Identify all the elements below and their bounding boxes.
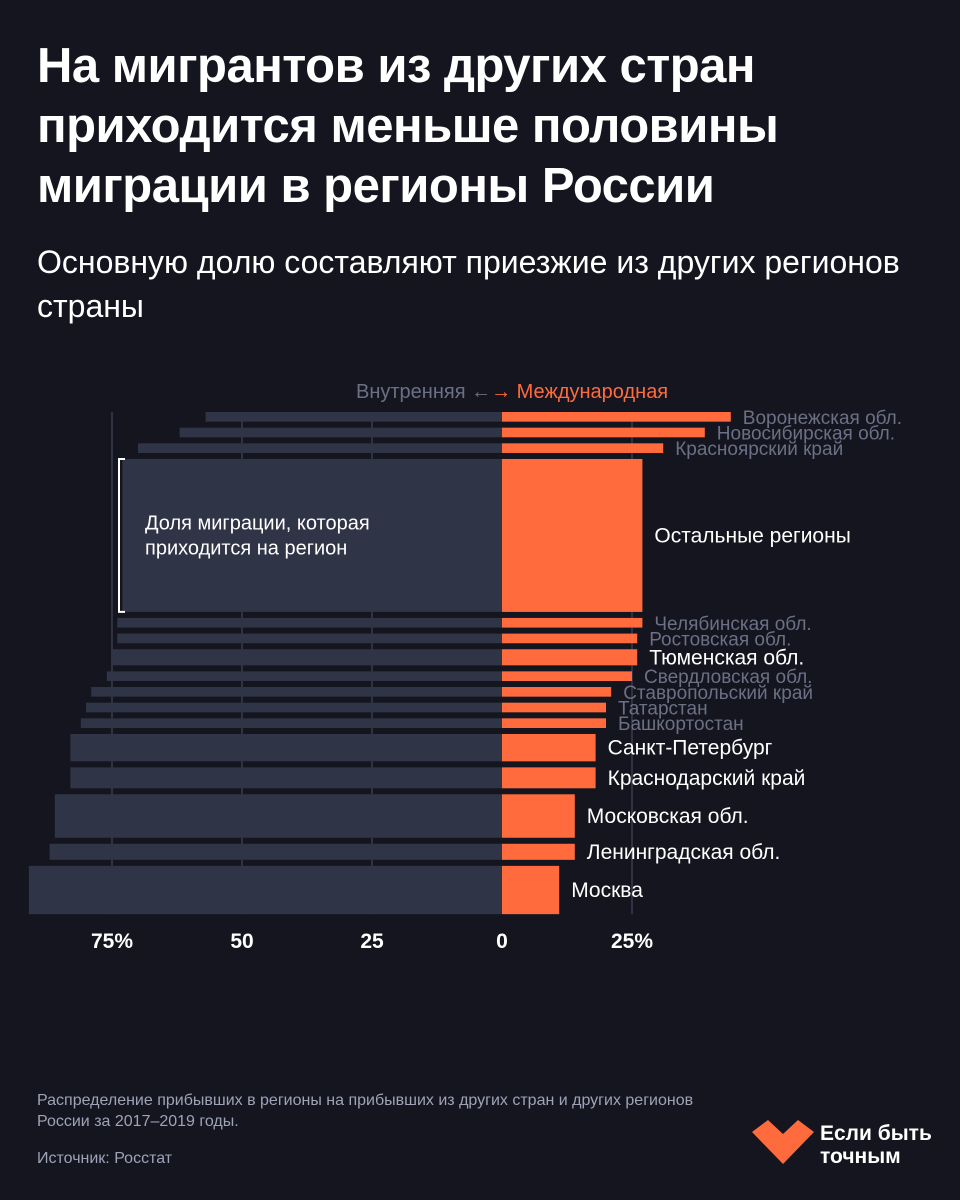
bar-internal: [117, 633, 502, 644]
region-label: Московская обл.: [587, 805, 749, 828]
legend-arrow-left-icon: ←: [471, 381, 491, 403]
region-label: Москва: [571, 879, 643, 902]
bar-internal: [205, 412, 502, 422]
annotation-text-line-2: приходится на регион: [145, 537, 347, 559]
bar-internal: [106, 671, 503, 682]
region-label: Новосибирская обл.: [717, 423, 895, 444]
x-tick-label: 0: [496, 930, 508, 953]
bar-internal: [122, 458, 503, 612]
bar-international: [502, 687, 612, 697]
bar-internal: [70, 767, 503, 789]
region-label: Санкт-Петербург: [608, 737, 773, 760]
x-tick-label: 25%: [611, 930, 653, 953]
region-label: Красноярский край: [675, 439, 843, 460]
region-label: Челябинская обл.: [654, 614, 811, 635]
bar-internal: [54, 794, 503, 838]
region-label: Башкортостан: [618, 714, 744, 735]
chart-legend: Внутренняя ←→ Международная: [356, 381, 668, 403]
bar-international: [502, 718, 606, 728]
region-label: Краснодарский край: [608, 767, 806, 790]
bar-international: [502, 733, 596, 762]
region-label: Воронежская обл.: [743, 408, 902, 429]
bar-internal: [112, 649, 502, 666]
x-tick-label: 75%: [91, 930, 133, 953]
brand-logo-icon: [752, 1120, 814, 1164]
bar-internal: [179, 427, 502, 438]
bar-international: [502, 443, 664, 453]
bar-international: [502, 767, 596, 789]
bar-international: [502, 649, 638, 666]
bar-international: [502, 794, 575, 838]
x-tick-label: 25: [360, 930, 384, 953]
bar-international: [502, 617, 643, 628]
source-credit: Источник: Росстат: [37, 1150, 173, 1167]
page-title: На мигрантов из других стран приходится …: [37, 39, 779, 213]
bar-internal: [70, 733, 503, 762]
x-tick-label: 50: [230, 930, 253, 953]
bar-internal: [117, 617, 502, 628]
bar-internal: [86, 702, 502, 713]
bar-internal: [49, 843, 502, 860]
chart-note: Распределение прибывших в регионы на при…: [37, 1092, 694, 1130]
bar-internal: [91, 687, 502, 697]
bar-international: [502, 458, 643, 612]
region-label: Татарстан: [618, 699, 708, 720]
region-label: Тюменская обл.: [649, 646, 804, 669]
bar-international: [502, 412, 731, 422]
brand-line-2: точным: [820, 1145, 901, 1168]
legend-international: → Международная: [491, 381, 668, 403]
bar-international: [502, 633, 638, 644]
bar-international: [502, 843, 575, 860]
region-label: Остальные регионы: [654, 524, 850, 547]
region-label: Ленинградская обл.: [587, 841, 781, 864]
bar-internal: [138, 443, 502, 453]
brand-name: Если быть точным: [820, 1122, 960, 1168]
region-label: Ростовская обл.: [649, 629, 791, 650]
migration-chart: Внутренняя ←→ Международная Воронежская о…: [28, 381, 902, 953]
legend-internal: Внутренняя: [356, 381, 471, 403]
annotation-bracket: [118, 457, 125, 613]
annotation-text-line-1: Доля миграции, которая: [145, 512, 370, 534]
bar-international: [502, 702, 606, 713]
region-label: Ставропольский край: [623, 683, 813, 704]
bar-international: [502, 865, 560, 915]
bar-international: [502, 427, 705, 438]
bar-international: [502, 671, 632, 682]
bar-internal: [80, 718, 503, 728]
brand-line-1: Если быть: [820, 1122, 932, 1145]
page-subtitle: Основную долю составляют приезжие из дру…: [37, 244, 900, 324]
region-label: Свердловская обл.: [644, 667, 812, 688]
bar-internal: [28, 865, 503, 915]
